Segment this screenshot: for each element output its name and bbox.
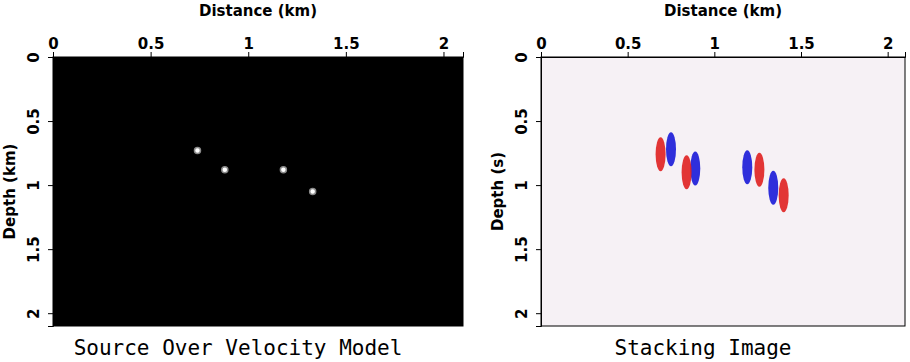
y-tick-mark bbox=[48, 249, 53, 250]
x-tick: 2 bbox=[883, 35, 893, 57]
y-tick-mark bbox=[536, 313, 541, 314]
x-tick-label: 1.5 bbox=[788, 35, 815, 53]
y-tick-label: 1.5 bbox=[513, 236, 531, 263]
y-tick-label: 2 bbox=[25, 308, 43, 318]
plot-frame bbox=[541, 57, 905, 326]
y-axis-line bbox=[48, 58, 54, 327]
x-tick-label: 1 bbox=[244, 35, 254, 53]
x-tick: 0 bbox=[536, 35, 546, 57]
panel: 0 0.5 1 1.5 2 0 0.5 1 1.5 2 Distance (km) Depth (s)… bbox=[489, 2, 906, 360]
y-tick: 0.5 bbox=[513, 108, 541, 135]
event bbox=[742, 150, 752, 184]
x-tick: 1.5 bbox=[333, 35, 360, 57]
x-axis: 0 0.5 1 1.5 2 bbox=[48, 35, 463, 58]
source-point bbox=[310, 189, 316, 195]
x-tick-label: 2 bbox=[883, 35, 893, 53]
source-point bbox=[280, 167, 286, 173]
x-tick-label: 1.5 bbox=[333, 35, 360, 53]
y-tick-mark bbox=[536, 185, 541, 186]
x-tick: 0 bbox=[48, 35, 58, 57]
y-tick-label: 1 bbox=[25, 180, 43, 190]
event bbox=[666, 132, 676, 166]
x-tick: 0.5 bbox=[615, 35, 642, 57]
y-axis: 0 0.5 1 1.5 2 bbox=[513, 52, 542, 326]
y-tick-mark bbox=[48, 313, 53, 314]
chart-title: Stacking Image bbox=[614, 336, 791, 360]
y-tick: 2 bbox=[513, 308, 541, 318]
x-axis-line bbox=[54, 52, 464, 58]
plot-background bbox=[53, 57, 463, 326]
marks bbox=[194, 148, 315, 195]
y-tick-label: 0 bbox=[513, 52, 531, 62]
x-tick: 1 bbox=[244, 35, 254, 57]
y-tick: 0.5 bbox=[25, 108, 53, 135]
x-tick: 1.5 bbox=[788, 35, 815, 57]
y-tick-mark bbox=[536, 121, 541, 122]
x-tick: 0.5 bbox=[138, 35, 165, 57]
y-tick-mark bbox=[48, 121, 53, 122]
y-tick: 1.5 bbox=[25, 236, 53, 263]
source-point bbox=[222, 167, 228, 173]
y-tick: 1.5 bbox=[513, 236, 541, 263]
x-tick: 1 bbox=[710, 35, 720, 57]
plot-frame bbox=[53, 57, 463, 326]
event bbox=[682, 155, 692, 189]
y-axis: 0 0.5 1 1.5 2 bbox=[25, 52, 54, 326]
y-tick-label: 0.5 bbox=[25, 108, 43, 135]
event bbox=[779, 178, 789, 212]
x-tick-label: 0.5 bbox=[615, 35, 642, 53]
x-tick-label: 0 bbox=[536, 35, 546, 53]
chart-title: Source Over Velocity Model bbox=[74, 336, 403, 360]
x-axis: 0 0.5 1 1.5 2 bbox=[536, 35, 905, 58]
plot-background bbox=[541, 57, 905, 326]
x-tick: 2 bbox=[439, 35, 449, 57]
x-tick-label: 0 bbox=[48, 35, 58, 53]
y-tick-mark bbox=[48, 57, 53, 58]
y-tick-label: 1 bbox=[513, 180, 531, 190]
y-tick-label: 2 bbox=[513, 308, 531, 318]
y-axis-line bbox=[536, 58, 542, 327]
event bbox=[768, 171, 778, 205]
y-tick-mark bbox=[48, 185, 53, 186]
event bbox=[656, 137, 666, 171]
event bbox=[690, 151, 700, 185]
panel: 0 0.5 1 1.5 2 0 0.5 1 1.5 2 Distance (km) Depth (km… bbox=[1, 2, 464, 360]
y-axis-title: Depth (s) bbox=[489, 152, 507, 231]
x-axis-line bbox=[542, 52, 906, 58]
marks bbox=[656, 132, 789, 212]
event bbox=[754, 153, 764, 187]
y-tick: 1 bbox=[513, 180, 541, 190]
y-tick-mark bbox=[536, 57, 541, 58]
x-tick-label: 2 bbox=[439, 35, 449, 53]
y-axis-title: Depth (km) bbox=[1, 144, 19, 240]
y-tick: 1 bbox=[25, 180, 53, 190]
y-tick-label: 0 bbox=[25, 52, 43, 62]
x-tick-label: 0.5 bbox=[138, 35, 165, 53]
figure: 0 0.5 1 1.5 2 0 0.5 1 1.5 2 Distance (km) Depth (km… bbox=[0, 0, 910, 362]
x-axis-title: Distance (km) bbox=[664, 2, 782, 20]
y-tick: 0 bbox=[25, 52, 53, 62]
y-tick: 0 bbox=[513, 52, 541, 62]
y-tick-label: 0.5 bbox=[513, 108, 531, 135]
x-axis-title: Distance (km) bbox=[199, 2, 317, 20]
x-tick-label: 1 bbox=[710, 35, 720, 53]
y-tick: 2 bbox=[25, 308, 53, 318]
y-tick-mark bbox=[536, 249, 541, 250]
y-tick-label: 1.5 bbox=[25, 236, 43, 263]
source-point bbox=[194, 148, 200, 154]
